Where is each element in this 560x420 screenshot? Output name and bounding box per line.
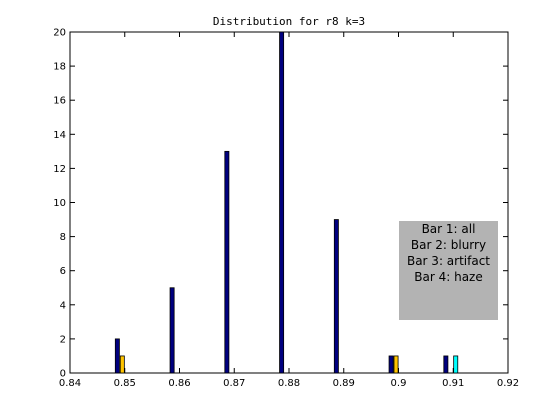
x-tick-label: 0.92 [497, 378, 519, 389]
bar [114, 338, 120, 374]
y-tick-label: 6 [60, 266, 66, 277]
legend-entry: Bar 4: haze [414, 270, 482, 284]
x-tick-label: 0.84 [59, 378, 81, 389]
y-tick-label: 10 [53, 198, 66, 209]
x-tick-label: 0.91 [442, 378, 464, 389]
legend: Bar 1: all Bar 2: blurry Bar 3: artifact Ba… [399, 221, 498, 320]
x-tick-label: 0.85 [114, 378, 136, 389]
y-tick-label: 0 [60, 369, 66, 380]
y-tick-label: 4 [60, 300, 66, 311]
y-tick-label: 18 [53, 62, 66, 73]
y-tick-label: 14 [53, 130, 66, 141]
plot-axes: 0.84 0.85 0.86 0.87 0.88 0.89 0.9 0.91 0.92 0 2 4 6 8… [53, 28, 519, 390]
x-tick-label: 0.87 [223, 378, 245, 389]
bar [393, 355, 399, 374]
legend-entry: Bar 3: artifact [407, 254, 490, 268]
bar [279, 31, 285, 374]
bar [119, 355, 125, 374]
y-tick-label: 2 [60, 334, 66, 345]
legend-box [399, 221, 498, 320]
bar [333, 219, 339, 374]
bar [169, 287, 175, 374]
bar [453, 355, 459, 374]
x-tick-label: 0.89 [333, 378, 355, 389]
y-tick-label: 20 [53, 28, 66, 39]
x-tick-label: 0.9 [391, 378, 407, 389]
bar [224, 150, 230, 374]
plot-frame [69, 31, 509, 374]
bar [443, 355, 449, 374]
legend-entry: Bar 1: all [422, 222, 476, 236]
y-tick-label: 12 [53, 164, 66, 175]
bar [388, 355, 394, 374]
y-tick-label: 8 [60, 232, 66, 243]
x-tick-label: 0.86 [168, 378, 190, 389]
legend-entry: Bar 2: blurry [411, 238, 486, 252]
bars [114, 31, 459, 374]
y-tick-label: 16 [53, 96, 66, 107]
x-tick-label: 0.88 [278, 378, 300, 389]
chart-title: Distribution for r8 k=3 [213, 15, 365, 28]
